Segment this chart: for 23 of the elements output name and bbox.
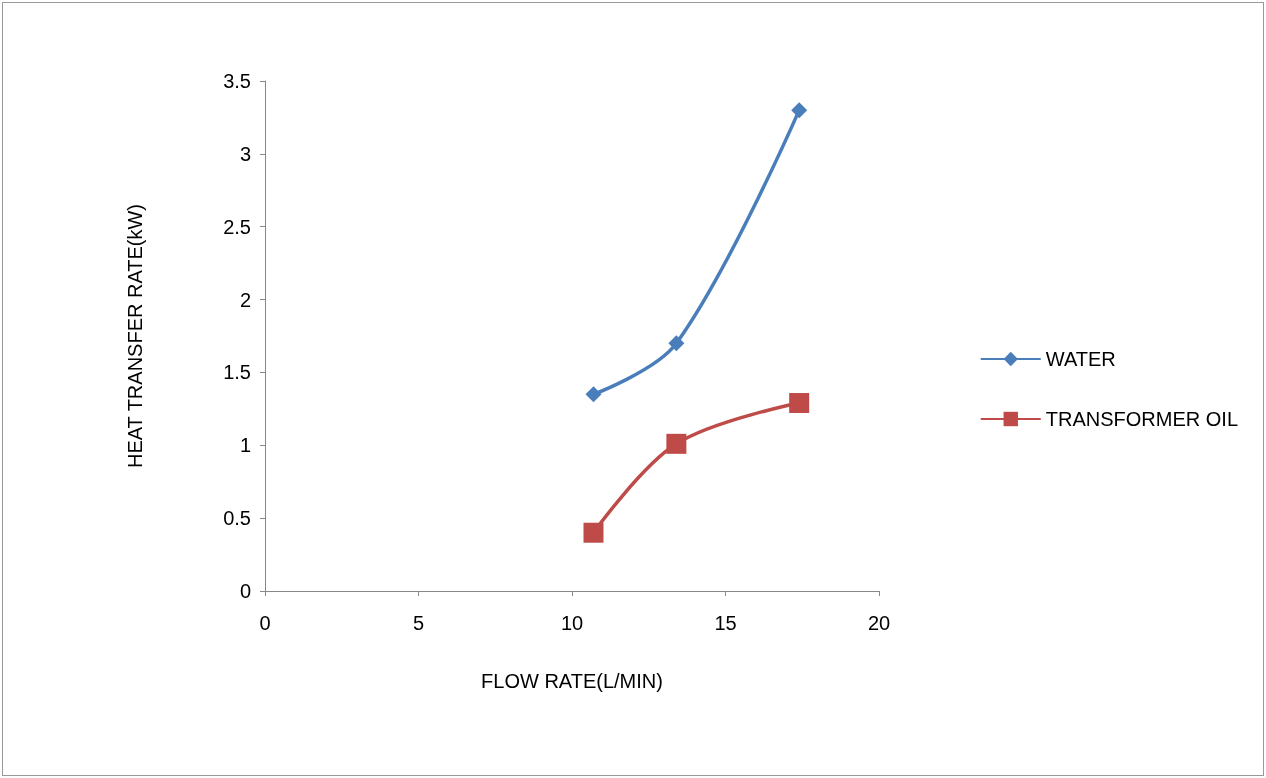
x-tick-label: 15 (714, 612, 737, 634)
point (791, 102, 808, 119)
x-tick-label: 10 (560, 612, 584, 634)
y-tick-label: 3 (239, 142, 251, 165)
y-tick-label: 1 (239, 434, 251, 457)
point (668, 335, 685, 352)
y-tick-label: 0.5 (223, 507, 251, 530)
point (583, 522, 604, 543)
x-tick-label: 0 (259, 612, 271, 634)
point (666, 433, 687, 454)
point (585, 386, 602, 403)
legend-label: WATER (1045, 348, 1116, 370)
y-tick-label: 3.5 (223, 70, 251, 92)
x-tick-label: 5 (412, 612, 425, 634)
y-axis-title: HEAT TRANSFER RATE(kW) (124, 203, 146, 469)
y-tick-label: 0 (239, 580, 251, 602)
y-tick-label: 1.5 (223, 361, 251, 384)
point (789, 393, 810, 414)
x-axis-title: FLOW RATE(L/MIN) (481, 670, 663, 692)
legend-label: TRANSFORMER OIL (1045, 408, 1239, 430)
x-tick-label: 20 (867, 612, 891, 634)
y-tick-label: 2 (239, 288, 251, 311)
y-tick-label: 2.5 (223, 215, 251, 238)
